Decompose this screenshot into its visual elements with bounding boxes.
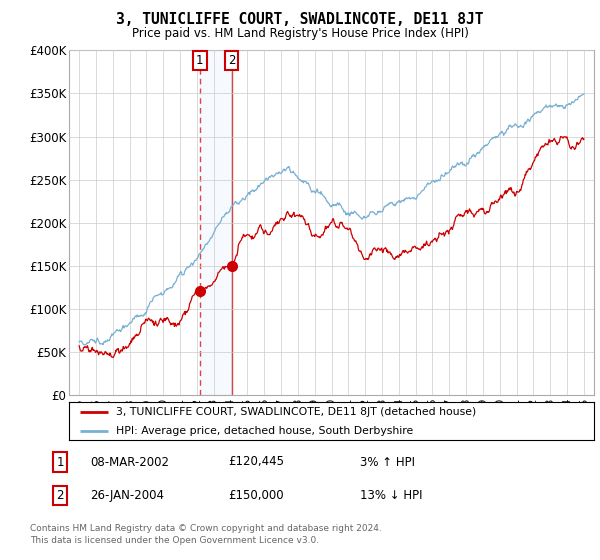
Text: £150,000: £150,000 — [228, 489, 284, 502]
Text: 3% ↑ HPI: 3% ↑ HPI — [360, 455, 415, 469]
Text: 2: 2 — [228, 54, 235, 67]
Text: This data is licensed under the Open Government Licence v3.0.: This data is licensed under the Open Gov… — [30, 536, 319, 545]
Text: 3, TUNICLIFFE COURT, SWADLINCOTE, DE11 8JT: 3, TUNICLIFFE COURT, SWADLINCOTE, DE11 8… — [116, 12, 484, 27]
Text: £120,445: £120,445 — [228, 455, 284, 469]
Text: 1: 1 — [196, 54, 203, 67]
Text: 08-MAR-2002: 08-MAR-2002 — [90, 455, 169, 469]
Text: Contains HM Land Registry data © Crown copyright and database right 2024.: Contains HM Land Registry data © Crown c… — [30, 524, 382, 533]
Text: 1: 1 — [56, 455, 64, 469]
Text: 13% ↓ HPI: 13% ↓ HPI — [360, 489, 422, 502]
Text: Price paid vs. HM Land Registry's House Price Index (HPI): Price paid vs. HM Land Registry's House … — [131, 27, 469, 40]
Text: 3, TUNICLIFFE COURT, SWADLINCOTE, DE11 8JT (detached house): 3, TUNICLIFFE COURT, SWADLINCOTE, DE11 8… — [116, 407, 476, 417]
Bar — [200, 50, 232, 395]
Text: 2: 2 — [56, 489, 64, 502]
Text: 26-JAN-2004: 26-JAN-2004 — [90, 489, 164, 502]
Text: HPI: Average price, detached house, South Derbyshire: HPI: Average price, detached house, Sout… — [116, 426, 413, 436]
